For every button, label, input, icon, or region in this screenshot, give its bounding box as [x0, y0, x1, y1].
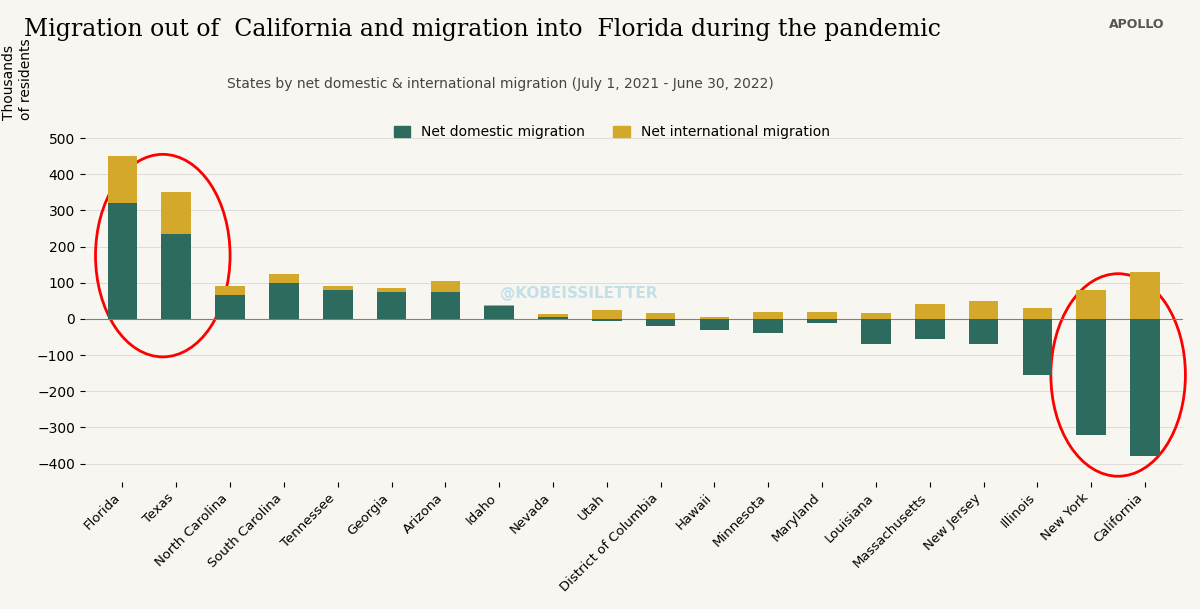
- Bar: [323, 290, 353, 319]
- Legend: Net domestic migration, Net international migration: Net domestic migration, Net internationa…: [388, 120, 835, 145]
- Bar: [162, 234, 191, 319]
- Bar: [431, 292, 460, 319]
- Bar: [539, 314, 568, 317]
- Bar: [862, 314, 890, 319]
- Bar: [269, 273, 299, 283]
- Text: @KOBEISSILETTER: @KOBEISSILETTER: [500, 286, 658, 301]
- Text: States by net domestic & international migration (July 1, 2021 - June 30, 2022): States by net domestic & international m…: [228, 77, 774, 91]
- Bar: [808, 319, 836, 323]
- Bar: [108, 156, 137, 203]
- Bar: [485, 306, 514, 319]
- Bar: [1076, 319, 1106, 435]
- Bar: [754, 312, 784, 319]
- Bar: [914, 319, 944, 339]
- Bar: [215, 286, 245, 295]
- Bar: [485, 305, 514, 306]
- Bar: [1022, 319, 1052, 375]
- Bar: [968, 301, 998, 319]
- Bar: [377, 292, 407, 319]
- Bar: [1022, 308, 1052, 319]
- Bar: [700, 317, 730, 319]
- Bar: [431, 281, 460, 292]
- Bar: [646, 314, 676, 319]
- Bar: [862, 319, 890, 344]
- Bar: [592, 319, 622, 321]
- Bar: [108, 203, 137, 319]
- Bar: [1076, 290, 1106, 319]
- Bar: [968, 319, 998, 344]
- Text: APOLLO: APOLLO: [1109, 18, 1164, 31]
- Y-axis label: Thousands
of residents: Thousands of residents: [2, 38, 32, 120]
- Bar: [754, 319, 784, 333]
- Bar: [162, 192, 191, 234]
- Bar: [215, 295, 245, 319]
- Bar: [539, 317, 568, 319]
- Bar: [1130, 272, 1160, 319]
- Bar: [700, 319, 730, 329]
- Bar: [592, 310, 622, 319]
- Bar: [914, 304, 944, 319]
- Bar: [377, 288, 407, 292]
- Bar: [1130, 319, 1160, 456]
- Bar: [269, 283, 299, 319]
- Bar: [323, 286, 353, 290]
- Bar: [808, 312, 836, 319]
- Bar: [646, 319, 676, 326]
- Text: Migration out of  California and migration into  Florida during the pandemic: Migration out of California and migratio…: [24, 18, 941, 41]
